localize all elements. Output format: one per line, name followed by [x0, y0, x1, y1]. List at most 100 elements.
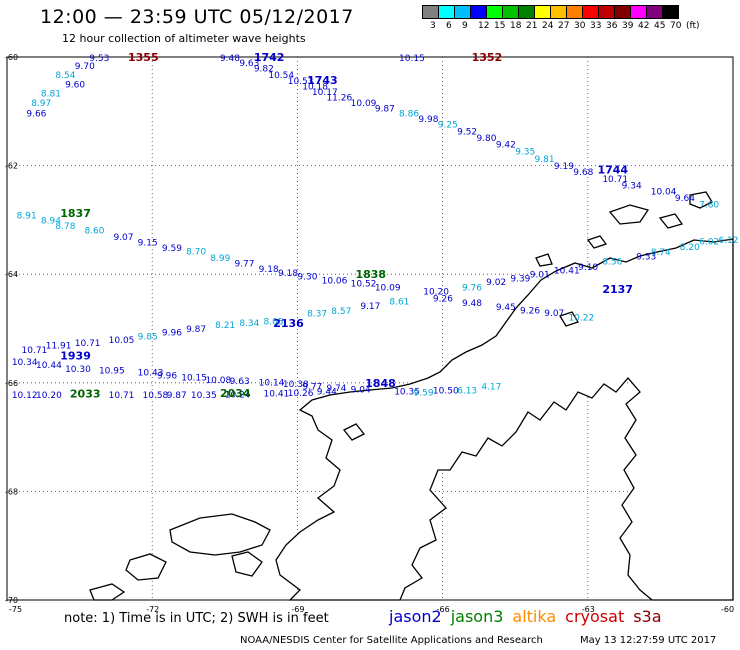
coastline — [89, 191, 734, 601]
latitude-label: -70 — [5, 596, 18, 605]
color-swatch — [662, 5, 679, 19]
wave-height-value: 9.81 — [535, 155, 555, 165]
wave-height-value: 9.63 — [239, 59, 259, 69]
wave-height-value: 9.80 — [476, 134, 496, 144]
island-coast — [586, 235, 608, 249]
wave-height-value: 8.91 — [17, 211, 37, 221]
wave-height-value: 11.91 — [46, 342, 72, 352]
wave-height-value: 9.77 — [302, 382, 322, 392]
wave-height-value: 9.70 — [75, 62, 95, 72]
wave-height-value: 8.81 — [41, 90, 61, 100]
wave-height-value: 10.34 — [12, 358, 38, 368]
wave-height-value: 10.54 — [268, 71, 294, 81]
wave-height-value: 10.38 — [283, 380, 309, 390]
island-coast — [535, 253, 553, 267]
wave-height-value: 10.09 — [375, 283, 401, 293]
wave-height-value: 9.26 — [433, 294, 453, 304]
island-coast — [608, 204, 650, 225]
wave-height-value: 9.98 — [418, 115, 438, 125]
wave-height-value: 10.20 — [423, 287, 449, 297]
wave-height-value: 10.50 — [433, 387, 459, 397]
wave-height-value: 9.64 — [675, 194, 695, 204]
wave-height-value: 8.21 — [215, 321, 235, 331]
wave-height-value: 9.19 — [554, 162, 574, 172]
color-scale-label: 6 — [446, 21, 452, 31]
wave-height-value: 9.96 — [162, 329, 182, 339]
wave-height-value: 8.61 — [389, 298, 409, 308]
wave-height-value: 8.34 — [239, 319, 259, 329]
longitude-label: -75 — [9, 605, 22, 614]
color-scale-label: 12 — [478, 21, 490, 31]
longitude-label: -63 — [582, 605, 595, 614]
island-coast — [658, 213, 684, 229]
wave-height-value: 9.17 — [360, 302, 380, 312]
island-coast — [342, 423, 366, 441]
wave-height-value: 10.18 — [302, 83, 328, 93]
pass-time-label: 1352 — [472, 51, 503, 64]
wave-height-value: 10.08 — [205, 376, 231, 386]
wave-height-value: 10.43 — [138, 369, 164, 379]
wave-height-value: 10.14 — [259, 379, 285, 389]
island-coast — [689, 191, 713, 209]
color-scale-label: 15 — [494, 21, 506, 31]
wave-height-value: 9.10 — [578, 263, 598, 273]
wave-height-value: 10.20 — [36, 391, 62, 401]
wave-height-value: 9.18 — [278, 269, 298, 279]
pass-time-label: 1744 — [597, 164, 628, 177]
wave-height-value: 8.86 — [399, 110, 419, 120]
wave-height-value: 10.71 — [109, 391, 135, 401]
wave-height-value: 9.77 — [234, 260, 254, 270]
wave-height-value: 9.26 — [520, 306, 540, 316]
wave-height-value: 10.05 — [109, 336, 135, 346]
wave-height-value: 8.99 — [210, 254, 230, 264]
pass-time-label: 1355 — [128, 51, 159, 64]
wave-height-value: 9.33 — [636, 253, 656, 263]
longitude-label: -69 — [291, 605, 304, 614]
pass-time-label: 2034 — [220, 387, 251, 400]
latitude-label: -66 — [5, 379, 18, 388]
color-scale-label: 21 — [526, 21, 538, 31]
wave-height-value: 9.87 — [167, 391, 187, 401]
legend-s3a: s3a — [633, 607, 662, 626]
wave-height-value: 9.04 — [351, 386, 371, 396]
wave-height-value: 9.30 — [297, 273, 317, 283]
color-scale-label: 45 — [654, 21, 666, 31]
wave-height-value: 9.01 — [530, 270, 550, 280]
wave-height-value: 9.48 — [220, 54, 240, 64]
wave-height-value: 10.15 — [181, 374, 207, 384]
color-scale-label: 33 — [590, 21, 602, 31]
wave-height-value: 9.42 — [496, 141, 516, 151]
wave-height-value: 10.30 — [65, 365, 91, 375]
color-scale-label: 36 — [606, 21, 618, 31]
latitude-label: -68 — [5, 487, 18, 496]
wave-height-value: 9.48 — [462, 299, 482, 309]
wave-height-value: 9.35 — [515, 148, 535, 158]
wave-height-value: 8.60 — [84, 226, 104, 236]
color-scale-label: (ft) — [686, 21, 700, 31]
wave-height-value: 10.58 — [143, 391, 169, 401]
wave-height-value: 9.07 — [544, 309, 564, 319]
wave-height-value: 9.59 — [414, 388, 434, 398]
axis-labels: -75 -72 -69 -66 -63 -60 -60 -62 -64 -66 -68 -70 — [5, 53, 734, 614]
wave-height-value: 10.06 — [322, 276, 348, 286]
wave-height-value: 6.13 — [457, 387, 477, 397]
wave-height-value: 9.59 — [162, 244, 182, 254]
pass-time-label: 1848 — [365, 377, 396, 390]
wave-height-value: 8.94 — [41, 217, 61, 227]
chart-subtitle: 12 hour collection of altimeter wave hei… — [62, 32, 306, 45]
pass-time-label: 1837 — [60, 207, 91, 220]
wave-height-value: 10.41 — [264, 389, 290, 399]
wave-height-value: 10.35 — [191, 391, 217, 401]
island-coast — [125, 553, 167, 581]
wave-height-value: 8.78 — [55, 222, 75, 232]
wave-height-value: 10.09 — [351, 99, 377, 109]
wave-height-value: 10.71 — [22, 346, 48, 356]
color-scale-label: 27 — [558, 21, 570, 31]
wave-height-value: 8.56 — [602, 257, 622, 267]
pass-labels: 1355 1742 1352 1743 1744 1837 1838 2137 2136 1939… — [60, 51, 633, 401]
wave-height-value: 8.70 — [186, 248, 206, 258]
wave-height-value: 10.52 — [351, 280, 377, 290]
wave-height-value: 9.52 — [457, 128, 477, 138]
wave-height-value: 9.53 — [89, 54, 109, 64]
